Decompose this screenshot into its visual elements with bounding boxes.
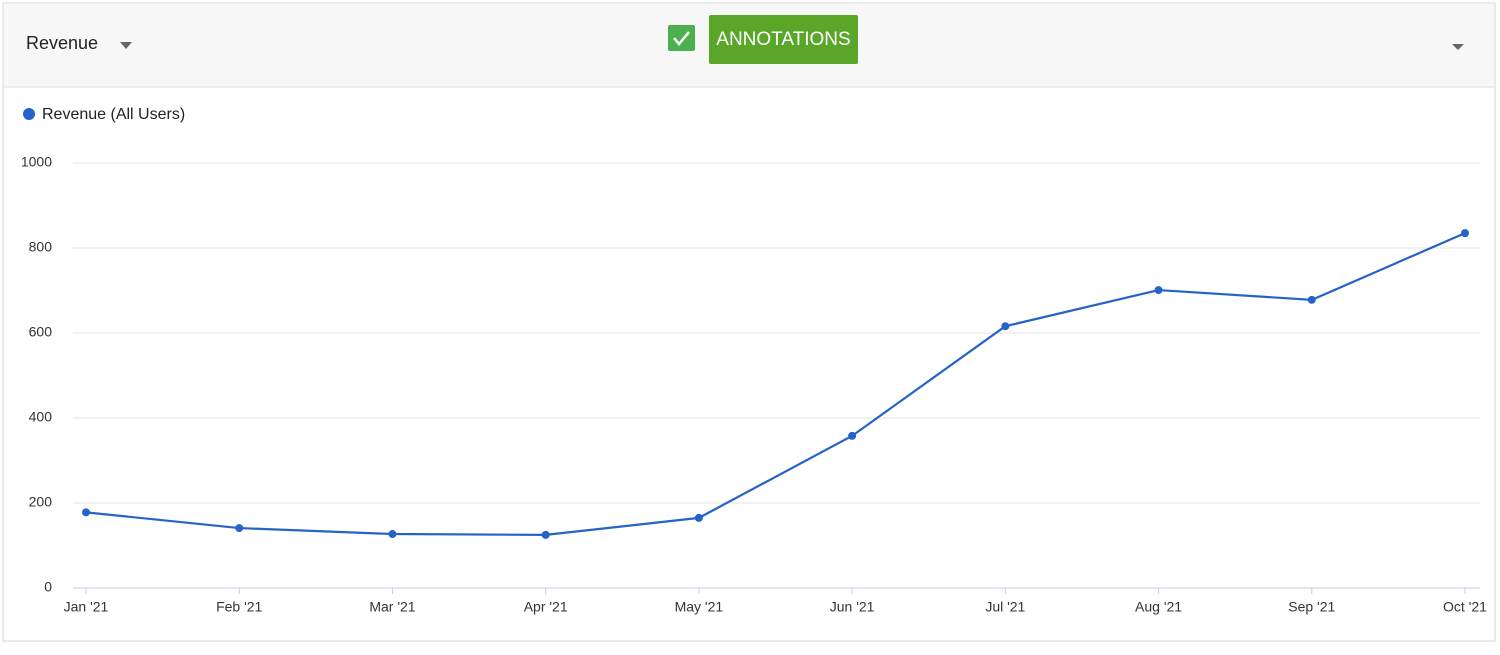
- data-point: [388, 530, 397, 539]
- y-tick-label: 200: [29, 494, 53, 510]
- x-tick-label: Mar '21: [369, 599, 415, 615]
- data-point: [848, 431, 857, 440]
- metric-dropdown[interactable]: Revenue: [26, 33, 98, 53]
- chart: 0 200 400 600 800 1000 Jan '21 Feb '21 Mar '21 Ap…: [21, 106, 1487, 614]
- check-icon: [673, 31, 690, 46]
- legend-label: Revenue (All Users): [42, 106, 185, 123]
- x-tick-label: Feb '21: [216, 599, 262, 615]
- y-tick-label: 1000: [21, 154, 52, 170]
- legend-marker: [23, 108, 35, 120]
- x-tick-label: Jun '21: [830, 599, 875, 615]
- data-point: [1307, 295, 1316, 304]
- menu-arrow[interactable]: [1452, 44, 1464, 50]
- data-point: [694, 513, 703, 522]
- data-point: [541, 530, 550, 539]
- series-line: [85, 232, 1466, 536]
- x-tick-label: Sep '21: [1288, 599, 1335, 615]
- x-tick-label: May '21: [675, 599, 724, 615]
- dropdown-arrow[interactable]: [120, 42, 132, 49]
- annotations-button[interactable]: [709, 15, 858, 64]
- data-point: [1001, 322, 1010, 331]
- annotations-checkbox[interactable]: [668, 25, 695, 51]
- x-tick-label: Jul '21: [985, 599, 1025, 615]
- x-tick-label: Oct '21: [1443, 599, 1487, 615]
- y-tick-label: 600: [29, 324, 53, 340]
- data-point: [235, 524, 244, 533]
- x-tick-label: Aug '21: [1135, 599, 1182, 615]
- y-tick-label: 0: [44, 579, 52, 595]
- data-point: [1154, 286, 1163, 295]
- card: [2, 2, 1496, 642]
- y-tick-label: 800: [29, 239, 53, 255]
- x-tick-label: Jan '21: [64, 599, 109, 615]
- y-tick-label: 400: [29, 409, 53, 425]
- data-point: [1461, 229, 1469, 238]
- data-point: [82, 508, 90, 517]
- x-tick-label: Apr '21: [524, 599, 568, 615]
- annotations-button-label: ANNOTATIONS: [716, 29, 850, 50]
